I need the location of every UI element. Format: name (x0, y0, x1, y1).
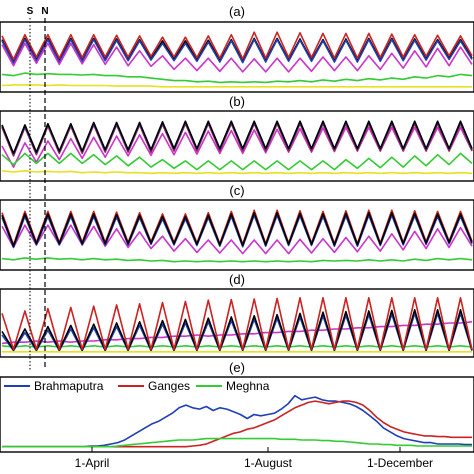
series-line-b-series-6 (1, 170, 473, 175)
series-line-a-series-2 (1, 31, 473, 61)
panel-frame-d (0, 288, 474, 358)
series-line-c-series-1 (1, 257, 473, 263)
series-line-d-series-4 (1, 308, 473, 351)
x-tick-label-december: 1-December (367, 456, 433, 470)
series-line-e-meghna (2, 437, 472, 448)
panel-label-b: (b) (229, 94, 245, 109)
series-line-a-series-6 (1, 84, 472, 88)
panel-label-e: (e) (229, 360, 245, 375)
series-line-b-series-5 (1, 120, 473, 155)
panel-frame-e (0, 376, 474, 453)
x-tick-label-april: 1-April (75, 456, 110, 470)
series-line-a-series-5 (1, 72, 473, 84)
legend-label-meghna: Meghna (226, 379, 270, 393)
legend-label-brahmaputra: Brahmaputra (34, 379, 104, 393)
series-line-e-ganges (2, 400, 472, 448)
series-line-b-series-1 (1, 126, 473, 168)
panel-frame-a (0, 21, 474, 93)
chart-overlay: (a) (b) (c) (d) (e) S N Brahmaputra Gang… (4, 4, 433, 470)
marker-label-n: N (41, 6, 48, 17)
chart-marks (0, 18, 474, 453)
series-line-b-series-2 (1, 152, 473, 171)
marker-label-s: S (27, 6, 34, 17)
panel-frame-b (0, 110, 474, 182)
series-line-d-series-5 (1, 296, 473, 351)
legend-label-ganges: Ganges (148, 379, 190, 393)
series-line-a-series-4 (1, 42, 473, 73)
series-line-a-series-3 (1, 38, 473, 65)
x-tick-label-august: 1-August (244, 456, 293, 470)
panel-label-c: (c) (229, 183, 244, 198)
panel-label-d: (d) (229, 272, 245, 287)
series-line-c-series-5 (1, 211, 473, 247)
panel-label-a: (a) (229, 4, 245, 19)
panel-frame-c (0, 199, 474, 271)
